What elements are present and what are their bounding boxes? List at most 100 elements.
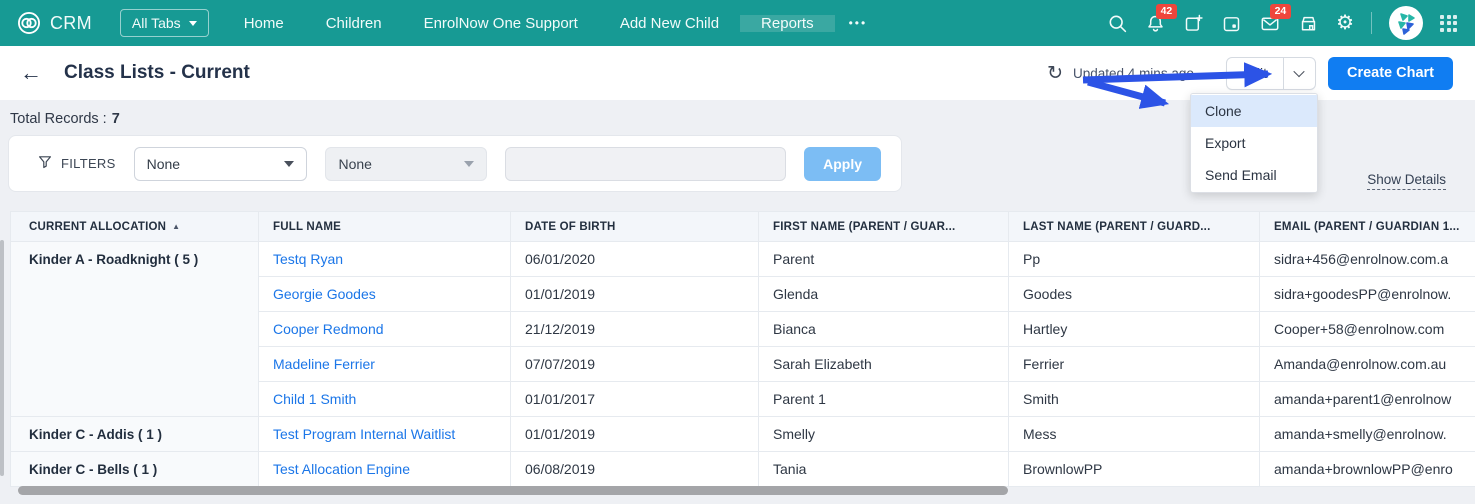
total-records-label: Total Records : <box>10 111 107 127</box>
marketplace-store-icon[interactable] <box>1298 13 1319 34</box>
navbar-separator <box>1371 12 1372 34</box>
edit-menu-chevron-button[interactable] <box>1284 58 1315 89</box>
dob-cell: 07/07/2019 <box>510 346 759 382</box>
calendar-icon[interactable] <box>1221 13 1242 34</box>
first-name-cell: Tania <box>758 451 1009 487</box>
allocation-cell: Kinder C - Addis ( 1 ) <box>10 416 259 452</box>
filter-operator-value: None <box>338 155 372 172</box>
email-cell: amanda+smelly@enrolnow. <box>1259 416 1475 452</box>
dob-cell: 06/08/2019 <box>510 451 759 487</box>
dob-cell: 01/01/2017 <box>510 381 759 417</box>
last-name-cell: Goodes <box>1008 276 1260 312</box>
all-tabs-label: All Tabs <box>131 15 181 31</box>
compose-note-icon[interactable] <box>1183 13 1204 34</box>
page-header: ← Class Lists - Current ↻ Updated 4 mins… <box>0 46 1475 100</box>
column-header-first-name-parent[interactable]: FIRST NAME (PARENT / GUAR... <box>758 211 1009 242</box>
email-cell: sidra+456@enrolnow.com.a <box>1259 241 1475 277</box>
first-name-cell: Bianca <box>758 311 1009 347</box>
full-name-link[interactable]: Test Program Internal Waitlist <box>273 426 456 442</box>
nav-tab-home[interactable]: Home <box>243 14 284 32</box>
crm-logo-icon <box>16 10 42 36</box>
dropdown-arrow-icon <box>463 160 474 167</box>
filter-field-dropdown[interactable]: None <box>133 146 308 181</box>
notifications-bell-icon[interactable]: 42 <box>1145 3 1177 34</box>
table-row: Kinder A - Roadknight ( 5 ) Testq Ryan 06/… <box>10 241 1475 417</box>
table-row: Kinder C - Addis ( 1 ) Test Program Inter… <box>10 416 1475 452</box>
more-tabs-icon[interactable]: ••• <box>848 16 868 30</box>
full-name-link[interactable]: Test Allocation Engine <box>273 461 410 477</box>
dob-cell: 01/01/2019 <box>510 416 759 452</box>
column-header-email-parent[interactable]: EMAIL (PARENT / GUARDIAN 1... <box>1259 211 1475 242</box>
search-icon[interactable] <box>1107 13 1128 34</box>
first-name-cell: Smelly <box>758 416 1009 452</box>
email-cell: Cooper+58@enrolnow.com <box>1259 311 1475 347</box>
nav-tab-reports[interactable]: Reports <box>740 14 835 32</box>
app-launcher-grid-icon[interactable] <box>1440 14 1457 32</box>
full-name-link[interactable]: Madeline Ferrier <box>273 356 375 372</box>
filters-panel: FILTERS None None Apply <box>8 135 902 192</box>
last-name-cell: BrownlowPP <box>1008 451 1260 487</box>
full-name-cell: Testq Ryan <box>258 241 511 277</box>
menu-item-clone[interactable]: Clone <box>1191 95 1317 127</box>
table-row: Child 1 Smith 01/01/2017 Parent 1 Smith aman… <box>11 381 1475 417</box>
table-header-row: CURRENT ALLOCATION ▲ FULL NAME DATE OF BI… <box>10 211 1475 242</box>
edit-split-button: Edit <box>1225 56 1316 90</box>
menu-item-send-email[interactable]: Send Email <box>1205 167 1277 183</box>
apply-button[interactable]: Apply <box>804 146 881 181</box>
mail-badge: 24 <box>1270 3 1291 20</box>
nav-tab-enrolnow-one-support[interactable]: EnrolNow One Support <box>423 14 578 32</box>
filters-label: FILTERS <box>61 156 116 171</box>
column-header-last-name-parent[interactable]: LAST NAME (PARENT / GUARD... <box>1008 211 1260 242</box>
allocation-cell: Kinder A - Roadknight ( 5 ) <box>10 241 259 417</box>
all-tabs-dropdown[interactable]: All Tabs <box>119 9 209 37</box>
full-name-cell: Child 1 Smith <box>258 381 511 417</box>
create-chart-button[interactable]: Create Chart <box>1327 56 1453 90</box>
last-name-cell: Mess <box>1008 416 1260 452</box>
last-name-cell: Ferrier <box>1008 346 1260 382</box>
button-divider <box>1282 57 1284 89</box>
show-details-link[interactable]: Show Details <box>1367 172 1446 190</box>
full-name-link[interactable]: Cooper Redmond <box>273 321 384 337</box>
nav-tab-add-new-child[interactable]: Add New Child <box>619 14 720 32</box>
total-records: Total Records :7 <box>0 100 1475 127</box>
back-arrow-icon[interactable]: ← <box>20 60 42 85</box>
refresh-icon[interactable]: ↻ <box>1047 62 1064 84</box>
settings-gear-icon[interactable]: ⚙ <box>1336 12 1354 34</box>
edit-button[interactable]: Edit <box>1242 65 1267 81</box>
last-name-cell: Smith <box>1008 381 1260 417</box>
full-name-link[interactable]: Testq Ryan <box>273 251 344 267</box>
dropdown-arrow-icon <box>284 160 295 167</box>
edit-actions-menu: Clone Export Send Email <box>1190 93 1318 193</box>
column-header-full-name[interactable]: FULL NAME <box>258 211 511 242</box>
records-table: CURRENT ALLOCATION ▲ FULL NAME DATE OF BI… <box>10 211 1475 487</box>
user-avatar[interactable] <box>1389 6 1423 40</box>
full-name-cell: Test Allocation Engine <box>258 451 511 487</box>
full-name-cell: Cooper Redmond <box>258 311 511 347</box>
total-records-value: 7 <box>111 111 120 127</box>
mail-icon[interactable]: 24 <box>1259 3 1291 34</box>
nav-tabs: Home Children EnrolNow One Support Add N… <box>223 14 882 32</box>
chevron-down-icon <box>1293 65 1306 78</box>
allocation-cell: Kinder C - Bells ( 1 ) <box>10 451 259 487</box>
full-name-link[interactable]: Child 1 Smith <box>273 391 357 407</box>
dob-cell: 01/01/2019 <box>510 276 759 312</box>
brand-name: CRM <box>50 12 92 33</box>
caret-down-icon <box>188 20 197 26</box>
column-header-date-of-birth[interactable]: DATE OF BIRTH <box>510 211 759 242</box>
filter-value-input[interactable] <box>504 146 787 181</box>
table-row: Madeline Ferrier 07/07/2019 Sarah Elizabet… <box>11 346 1475 382</box>
column-header-current-allocation[interactable]: CURRENT ALLOCATION ▲ <box>10 211 259 242</box>
top-navbar: CRM All Tabs Home Children EnrolNow One … <box>0 0 1475 46</box>
dob-cell: 06/01/2020 <box>510 241 759 277</box>
table-row: Cooper Redmond 21/12/2019 Bianca Hartley Coo… <box>11 311 1475 347</box>
last-updated-text: Updated 4 mins ago <box>1073 65 1194 81</box>
nav-tab-children[interactable]: Children <box>325 14 382 32</box>
notifications-badge: 42 <box>1156 3 1177 20</box>
horizontal-scrollbar-thumb[interactable] <box>18 486 1008 495</box>
email-cell: amanda+brownlowPP@enro <box>1259 451 1475 487</box>
filter-field-value: None <box>146 155 181 172</box>
menu-item-export[interactable]: Export <box>1205 135 1246 151</box>
full-name-link[interactable]: Georgie Goodes <box>273 286 376 302</box>
full-name-cell: Madeline Ferrier <box>258 346 511 382</box>
last-name-cell: Pp <box>1008 241 1260 277</box>
